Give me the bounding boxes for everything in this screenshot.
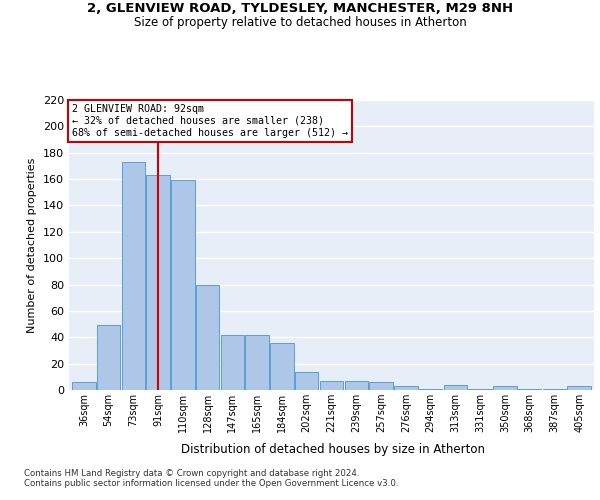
Bar xyxy=(245,334,269,390)
Bar xyxy=(443,384,467,390)
Bar xyxy=(196,284,220,390)
Bar xyxy=(369,382,393,390)
Bar xyxy=(146,175,170,390)
Bar xyxy=(344,381,368,390)
Y-axis label: Number of detached properties: Number of detached properties xyxy=(28,158,37,332)
Bar xyxy=(493,386,517,390)
Bar xyxy=(394,386,418,390)
Bar xyxy=(72,382,95,390)
Text: Size of property relative to detached houses in Atherton: Size of property relative to detached ho… xyxy=(134,16,466,29)
Text: Contains HM Land Registry data © Crown copyright and database right 2024.: Contains HM Land Registry data © Crown c… xyxy=(24,468,359,477)
Bar xyxy=(295,372,319,390)
Bar xyxy=(270,342,294,390)
Bar xyxy=(320,381,343,390)
Bar xyxy=(469,388,492,390)
Bar xyxy=(419,388,442,390)
Bar xyxy=(122,162,145,390)
Bar xyxy=(171,180,194,390)
Text: Contains public sector information licensed under the Open Government Licence v3: Contains public sector information licen… xyxy=(24,478,398,488)
Text: 2, GLENVIEW ROAD, TYLDESLEY, MANCHESTER, M29 8NH: 2, GLENVIEW ROAD, TYLDESLEY, MANCHESTER,… xyxy=(87,2,513,16)
Bar xyxy=(542,388,566,390)
Bar xyxy=(568,386,591,390)
Bar xyxy=(518,388,541,390)
Bar xyxy=(221,334,244,390)
Bar xyxy=(97,326,121,390)
Text: 2 GLENVIEW ROAD: 92sqm
← 32% of detached houses are smaller (238)
68% of semi-de: 2 GLENVIEW ROAD: 92sqm ← 32% of detached… xyxy=(71,104,347,138)
Text: Distribution of detached houses by size in Atherton: Distribution of detached houses by size … xyxy=(181,442,485,456)
